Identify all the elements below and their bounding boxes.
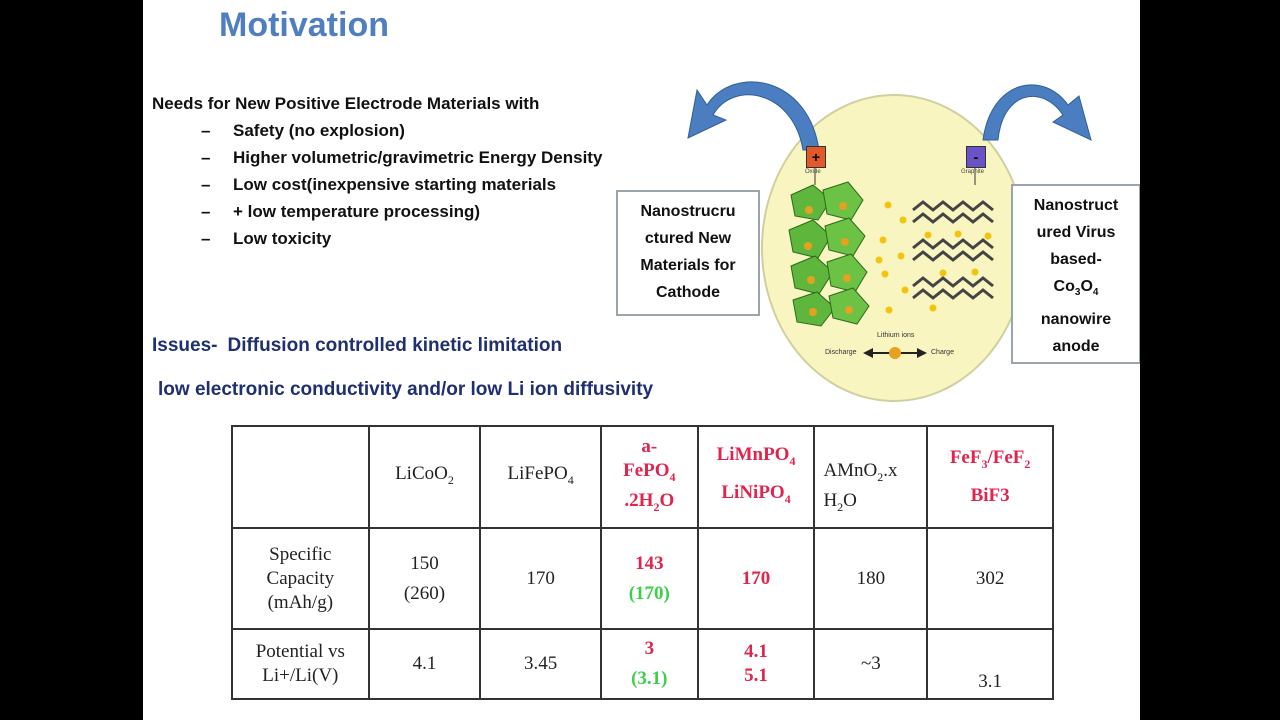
callout-line: ctured New <box>644 230 732 247</box>
table-cell-empty <box>231 425 370 529</box>
cell-amno2-capacity: 180 <box>813 527 929 630</box>
cell-lifepo4-potential: 3.45 <box>479 628 602 700</box>
lithium-ions <box>875 201 909 314</box>
materials-table: LiCoO2 LiFePO4 a- FePO4.2H2O LiMnPO4 LiNiP… <box>231 425 1054 700</box>
cathode-callout: Nanostrucru ctured New Materials for Cat… <box>616 190 760 316</box>
slide-title: Motivation <box>219 6 389 44</box>
charge-label: Charge <box>931 349 954 356</box>
callout-line: Materials for <box>640 257 736 274</box>
negative-terminal-icon: - <box>966 146 986 168</box>
left-curved-arrow-icon <box>687 81 820 151</box>
cell-afepo4-potential: 3 (3.1) <box>599 628 699 700</box>
bullet-dash: – <box>201 229 211 248</box>
cell-licoo2-potential: 4.1 <box>367 628 482 700</box>
cell-limnpo4-capacity: 170 <box>696 527 816 630</box>
header-limnpo4: LiMnPO4 LiNiPO4 <box>696 425 816 529</box>
bullet-text: Low toxicity <box>233 229 332 248</box>
right-curved-arrow-icon <box>982 84 1092 141</box>
slide: Motivation Needs for New Positive Electr… <box>143 0 1140 720</box>
list-item: – Higher volumetric/gravimetric Energy De… <box>201 147 602 174</box>
callout-line: Cathode <box>656 284 720 301</box>
bullet-dash: – <box>201 121 211 140</box>
table-row: Specific Capacity (mAh/g) 150 (260) 170 143… <box>231 527 1054 630</box>
discharge-label: Discharge <box>825 349 857 356</box>
table-row: Potential vs Li+/Li(V) 4.1 3.45 3 (3.1) 4.… <box>231 628 1054 700</box>
bullet-dash: – <box>201 148 211 167</box>
header-amno2: AMnO2.x H2O <box>813 425 929 529</box>
needs-heading: Needs for New Positive Electrode Materia… <box>152 94 540 113</box>
list-item: – Safety (no explosion) <box>201 120 602 147</box>
anode-ions <box>924 230 992 312</box>
header-fef: FeF3/FeF2 BiF3 <box>926 425 1054 529</box>
cell-lifepo4-capacity: 170 <box>479 527 602 630</box>
callout-line: Nanostrucru <box>640 203 736 220</box>
callout-line: Nanostruct <box>1033 197 1119 214</box>
header-licoo2: LiCoO2 <box>367 425 482 529</box>
callout-line: nanowire <box>1040 311 1112 329</box>
battery-diagram: + - Oxide Graphite Lithium ions Discharg… <box>613 60 1140 405</box>
cell-fef-capacity: 302 <box>926 527 1054 630</box>
bullet-text: + low temperature processing) <box>233 202 481 221</box>
cathode-crystal <box>788 181 870 327</box>
cell-limnpo4-potential: 4.1 5.1 <box>696 628 816 700</box>
row-label-capacity: Specific Capacity (mAh/g) <box>231 527 370 630</box>
callout-line: anode <box>1052 338 1100 356</box>
lithium-ions-label: Lithium ions <box>877 332 915 339</box>
bullet-dash: – <box>201 175 211 194</box>
cell-licoo2-capacity: 150 (260) <box>367 527 482 630</box>
issues-label: Issues- <box>152 335 218 356</box>
cell-fef-potential: 3.1 <box>926 628 1054 700</box>
bullet-text: Low cost(inexpensive starting materials <box>233 175 557 194</box>
list-item: – + low temperature processing) <box>201 201 602 228</box>
callout-line: based- <box>1050 251 1102 268</box>
charge-discharge-arrow <box>863 347 927 359</box>
bullet-dash: – <box>201 202 211 221</box>
cathode-tiny-label: Oxide <box>805 169 821 175</box>
anode-layers <box>912 200 994 300</box>
row-label-potential: Potential vs Li+/Li(V) <box>231 628 370 700</box>
positive-terminal-icon: + <box>806 146 826 168</box>
list-item: – Low cost(inexpensive starting materials <box>201 174 602 201</box>
cell-afepo4-capacity: 143 (170) <box>599 527 699 630</box>
bullet-text: Safety (no explosion) <box>233 121 405 140</box>
list-item: – Low toxicity <box>201 228 602 255</box>
conductivity-line: low electronic conductivity and/or low L… <box>158 379 654 400</box>
cell-amno2-potential: ~3 <box>813 628 929 700</box>
anode-tiny-label: Graphite <box>961 169 985 175</box>
bullet-text: Higher volumetric/gravimetric Energy Den… <box>233 148 603 167</box>
requirements-list: – Safety (no explosion) – Higher volumetri… <box>201 120 602 255</box>
header-afepo4: a- FePO4.2H2O <box>599 425 699 529</box>
issues-text: Diffusion controlled kinetic limitation <box>227 335 563 356</box>
anode-callout: Nanostruct ured Virus based- Co3O4 nanow… <box>1011 184 1140 364</box>
callout-line: ured Virus <box>1036 224 1116 241</box>
callout-formula: Co3O4 <box>1053 278 1099 299</box>
header-lifepo4: LiFePO4 <box>479 425 602 529</box>
diagram-graphics <box>687 81 1092 359</box>
table-row: LiCoO2 LiFePO4 a- FePO4.2H2O LiMnPO4 LiNiP… <box>231 425 1054 529</box>
issues-line: Issues- Diffusion controlled kinetic limi… <box>152 335 562 357</box>
